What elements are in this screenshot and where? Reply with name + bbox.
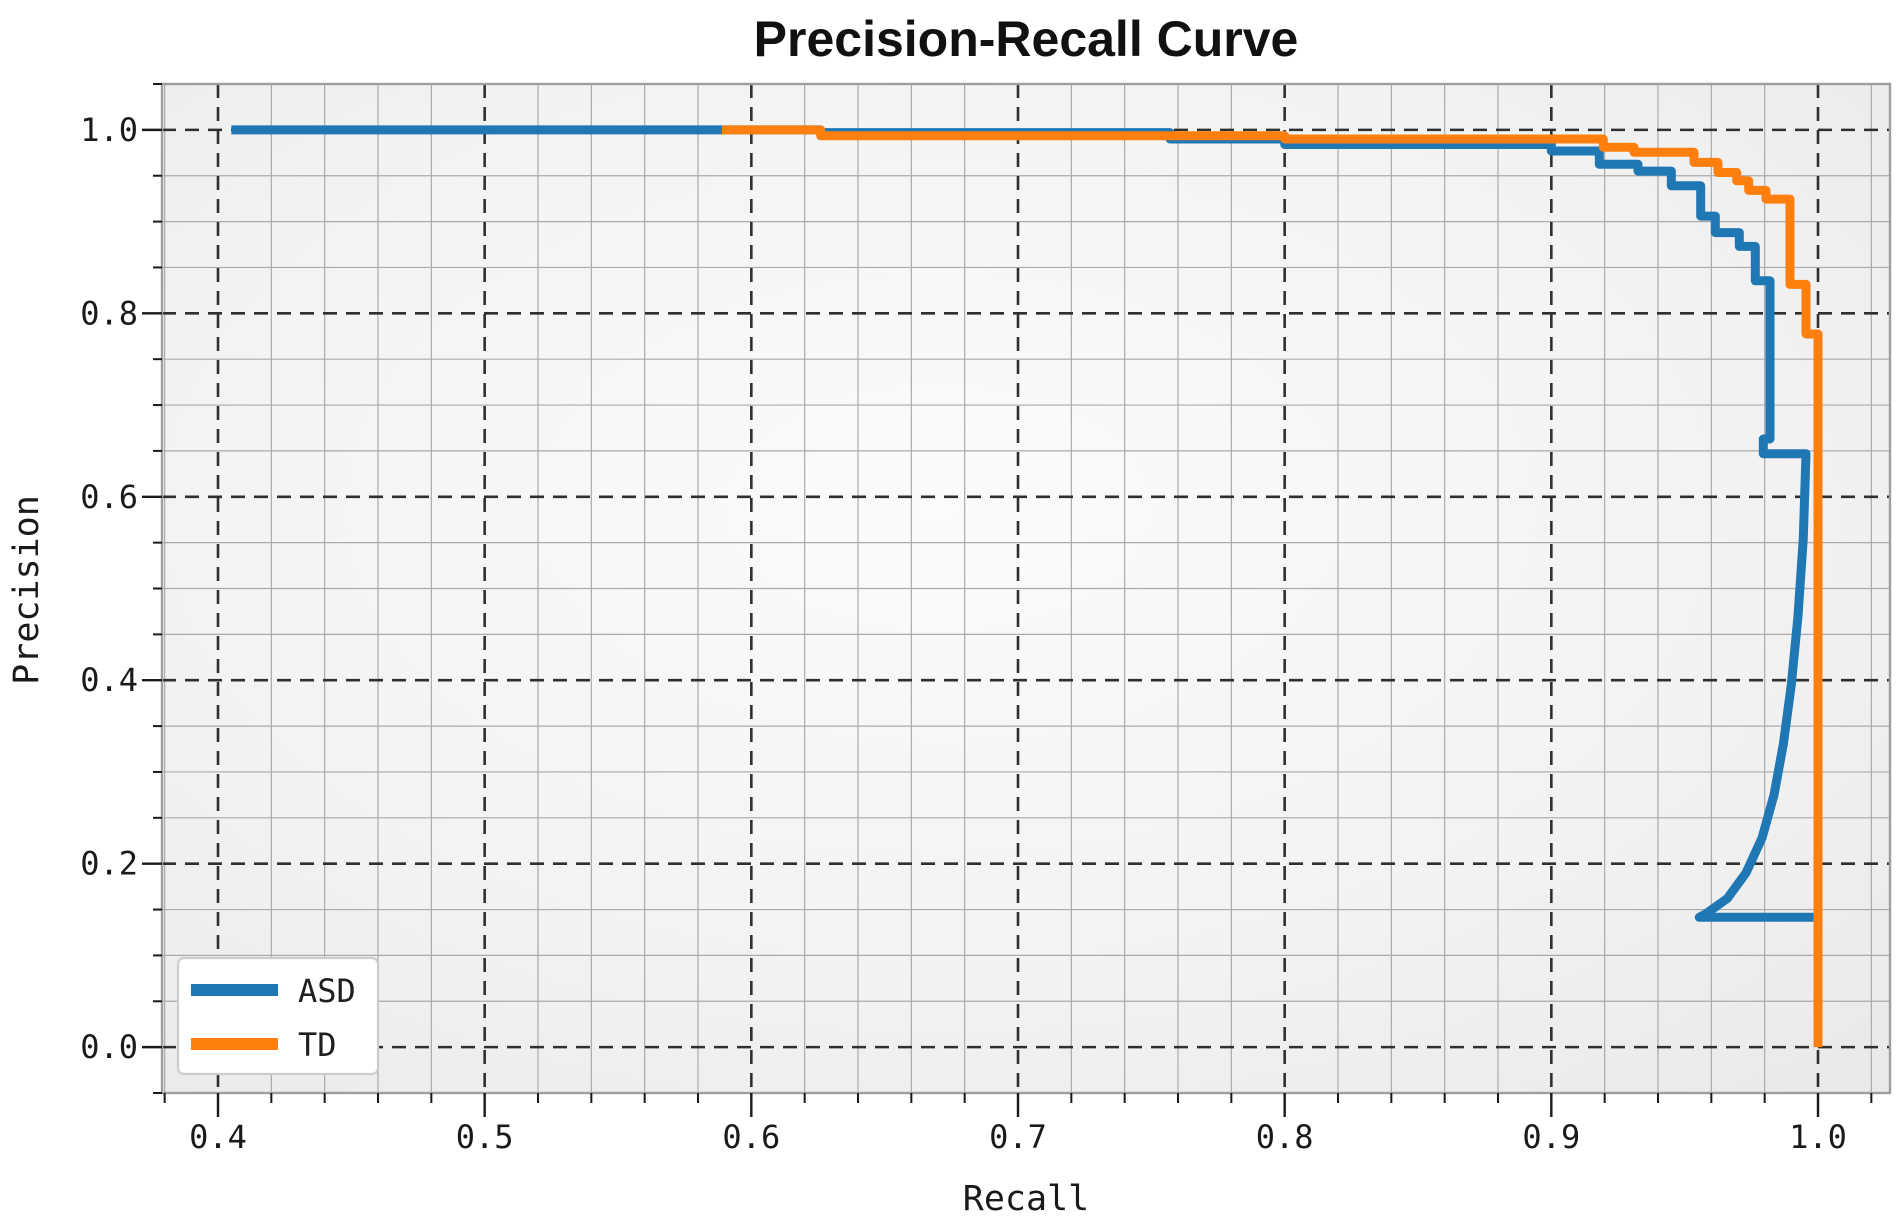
y-axis-label: Precision	[7, 495, 47, 685]
x-tick-label: 0.9	[1522, 1118, 1580, 1156]
y-tick-label: 1.0	[80, 111, 138, 149]
minor-gridlines	[162, 83, 1890, 1094]
series-line-asd	[231, 125, 1818, 922]
y-tick-labels: 0.0 0.2 0.4 0.6 0.8 1.0	[80, 111, 138, 1066]
series-line-td	[722, 125, 1823, 1048]
y-tick-label: 0.2	[80, 845, 138, 883]
legend-label-asd: ASD	[298, 972, 356, 1010]
y-tick-label: 0.0	[80, 1028, 138, 1066]
y-tick-label: 0.4	[80, 661, 138, 699]
x-tick-label: 0.4	[189, 1118, 247, 1156]
x-tick-label: 0.7	[989, 1118, 1047, 1156]
x-tick-labels: 0.4 0.5 0.6 0.7 0.8 0.9 1.0	[189, 1118, 1847, 1156]
x-tick-label: 0.5	[456, 1118, 514, 1156]
legend: ASD TD	[176, 956, 380, 1076]
y-tick-label: 0.8	[80, 294, 138, 332]
x-tick-label: 0.6	[722, 1118, 780, 1156]
chart-title: Precision-Recall Curve	[754, 11, 1299, 67]
x-tick-label: 1.0	[1789, 1118, 1847, 1156]
y-tick-label: 0.6	[80, 478, 138, 516]
legend-label-td: TD	[298, 1026, 337, 1064]
tick-marks	[142, 83, 1873, 1117]
x-axis-label: Recall	[963, 1179, 1089, 1219]
x-tick-label: 0.8	[1256, 1118, 1314, 1156]
series-lines	[231, 125, 1823, 1048]
